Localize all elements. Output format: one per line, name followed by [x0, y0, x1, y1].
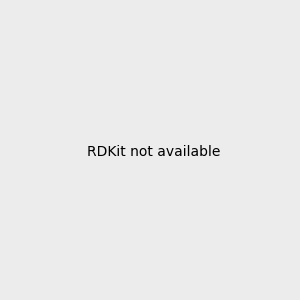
Text: RDKit not available: RDKit not available [87, 145, 220, 158]
